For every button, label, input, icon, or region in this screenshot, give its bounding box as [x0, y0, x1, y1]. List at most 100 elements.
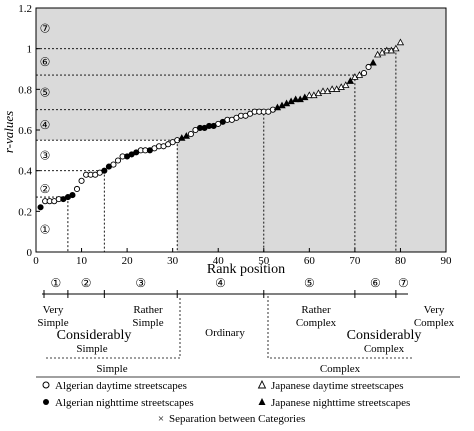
point-filled-triangle-33	[182, 132, 191, 139]
y-tick-label-0: 0	[27, 247, 33, 259]
label-rather-complex-1: Rather	[301, 304, 331, 316]
x-tick-label-20: 20	[122, 255, 134, 267]
label-considerably-simple-2: Simple	[76, 343, 107, 355]
legend-marker-separation: ×	[158, 413, 164, 425]
legend-marker-algerian-night	[43, 399, 49, 405]
point-filled-circle-16	[105, 163, 112, 170]
point-open-triangle-60	[305, 91, 314, 99]
label-considerably-simple-1: Considerably	[57, 328, 132, 343]
scale-number-6: ⑥	[370, 276, 381, 290]
scale-number-2: ②	[81, 276, 92, 290]
x-tick-label-30: 30	[167, 255, 179, 267]
x-tick-label-90: 90	[441, 255, 453, 267]
scale-number-1: ①	[51, 276, 62, 290]
x-tick-label-40: 40	[213, 255, 225, 267]
point-open-circle-18	[114, 157, 122, 164]
legend-japanese-night: Japanese nighttime streetscapes	[271, 397, 410, 409]
label-very-complex-2: Complex	[414, 317, 455, 329]
legend-japanese-day: Japanese daytime streetscapes	[271, 380, 404, 392]
point-open-triangle-71	[355, 71, 364, 78]
category-number-1: ①	[40, 223, 51, 237]
y-tick-label-0.8: 0.8	[18, 84, 32, 96]
point-open-triangle-79	[392, 44, 400, 52]
label-ordinary: Ordinary	[205, 327, 245, 339]
category-shading	[36, 8, 446, 252]
x-axis-label: Rank position	[207, 262, 285, 277]
point-filled-triangle-69	[346, 77, 355, 84]
label-considerably-complex-2: Complex	[364, 343, 405, 355]
point-filled-circle-15	[101, 167, 108, 174]
legend-marker-japanese-day	[257, 379, 267, 389]
category-number-3: ③	[40, 148, 51, 162]
legend-separation: Separation between Categories	[169, 413, 305, 425]
x-ticks: 0 10 20 30 40 50 60 70 80 90	[33, 248, 452, 267]
y-tick-label-0.6: 0.6	[18, 125, 32, 137]
label-very-complex-1: Very	[424, 304, 445, 316]
point-open-circle-10	[78, 177, 85, 184]
point-filled-circle-25	[146, 147, 153, 154]
point-filled-circle-41	[219, 118, 226, 125]
category-number-7: ⑦	[40, 21, 51, 35]
label-complex-group: Complex	[320, 363, 361, 375]
point-filled-triangle-57	[291, 95, 300, 103]
legend-marker-japanese-night	[258, 398, 266, 405]
separation-guides	[36, 48, 397, 252]
legend-algerian-night: Algerian nighttime streetscapes	[55, 397, 194, 409]
point-filled-triangle-59	[301, 93, 309, 101]
label-very-simple-2: Simple	[37, 317, 68, 329]
point-open-circle-9	[73, 185, 81, 193]
point-open-triangle-77	[383, 46, 391, 54]
point-open-circle-72	[360, 70, 368, 77]
shading-region-3	[36, 8, 446, 141]
category-number-6: ⑥	[40, 55, 51, 69]
point-filled-triangle-74	[369, 58, 377, 66]
y-axis-label: r-values	[1, 111, 16, 153]
x-tick-label-10: 10	[76, 255, 88, 267]
x-tick-label-50: 50	[258, 255, 270, 267]
point-open-triangle-68	[342, 81, 350, 88]
scale-number-4: ④	[215, 276, 226, 290]
scale-number-5: ⑤	[304, 276, 315, 290]
point-filled-circle-22	[133, 149, 140, 156]
point-open-triangle-65	[328, 85, 336, 92]
point-filled-circle-39	[210, 122, 217, 129]
label-very-simple-1: Very	[43, 304, 64, 316]
plot-area: 0 10 20 30 40 50 60 70 80 90 0 0.2 0.4 0.6 0.8 1 1.2 ① ②…	[18, 3, 452, 267]
y-tick-label-1: 1	[27, 44, 33, 56]
data-points	[37, 38, 405, 211]
y-ticks: 0 0.2 0.4 0.6 0.8 1 1.2	[18, 3, 40, 259]
legend-algerian-day: Algerian daytime streetscapes	[55, 380, 187, 392]
category-number-5: ⑤	[40, 85, 51, 99]
category-numbers: ① ② ③ ④ ⑤ ⑥ ⑦	[40, 21, 51, 236]
x-tick-label-0: 0	[33, 255, 39, 267]
point-open-circle-34	[187, 131, 194, 138]
complex-group-bracket	[267, 296, 414, 359]
scale-ticks	[43, 290, 397, 298]
point-open-triangle-63	[319, 87, 327, 95]
scale-number-7: ⑦	[398, 276, 409, 290]
scale-category-numbers: ① ② ③ ④ ⑤ ⑥ ⑦	[51, 276, 409, 290]
legend-marker-algerian-day	[42, 381, 50, 389]
label-considerably-complex-1: Considerably	[347, 328, 422, 343]
y-tick-label-0.2: 0.2	[18, 206, 32, 218]
label-simple-group: Simple	[96, 363, 127, 375]
category-number-2: ②	[40, 182, 51, 196]
legend: Algerian daytime streetscapes Japanese d…	[36, 376, 460, 425]
simple-group-bracket	[46, 296, 181, 359]
label-rather-complex-2: Complex	[296, 317, 337, 329]
point-open-circle-73	[365, 63, 372, 71]
label-rather-simple-2: Simple	[132, 317, 163, 329]
label-rather-simple-1: Rather	[133, 304, 163, 316]
scale-number-3: ③	[135, 276, 146, 290]
x-tick-label-80: 80	[395, 255, 407, 267]
point-filled-circle-1	[37, 204, 44, 211]
category-number-4: ④	[40, 118, 51, 132]
point-filled-circle-8	[69, 192, 76, 199]
point-open-triangle-80	[396, 38, 405, 46]
x-tick-label-60: 60	[304, 255, 316, 267]
y-tick-label-1.2: 1.2	[18, 3, 32, 15]
y-tick-label-0.4: 0.4	[18, 166, 32, 178]
x-tick-label-70: 70	[349, 255, 361, 267]
